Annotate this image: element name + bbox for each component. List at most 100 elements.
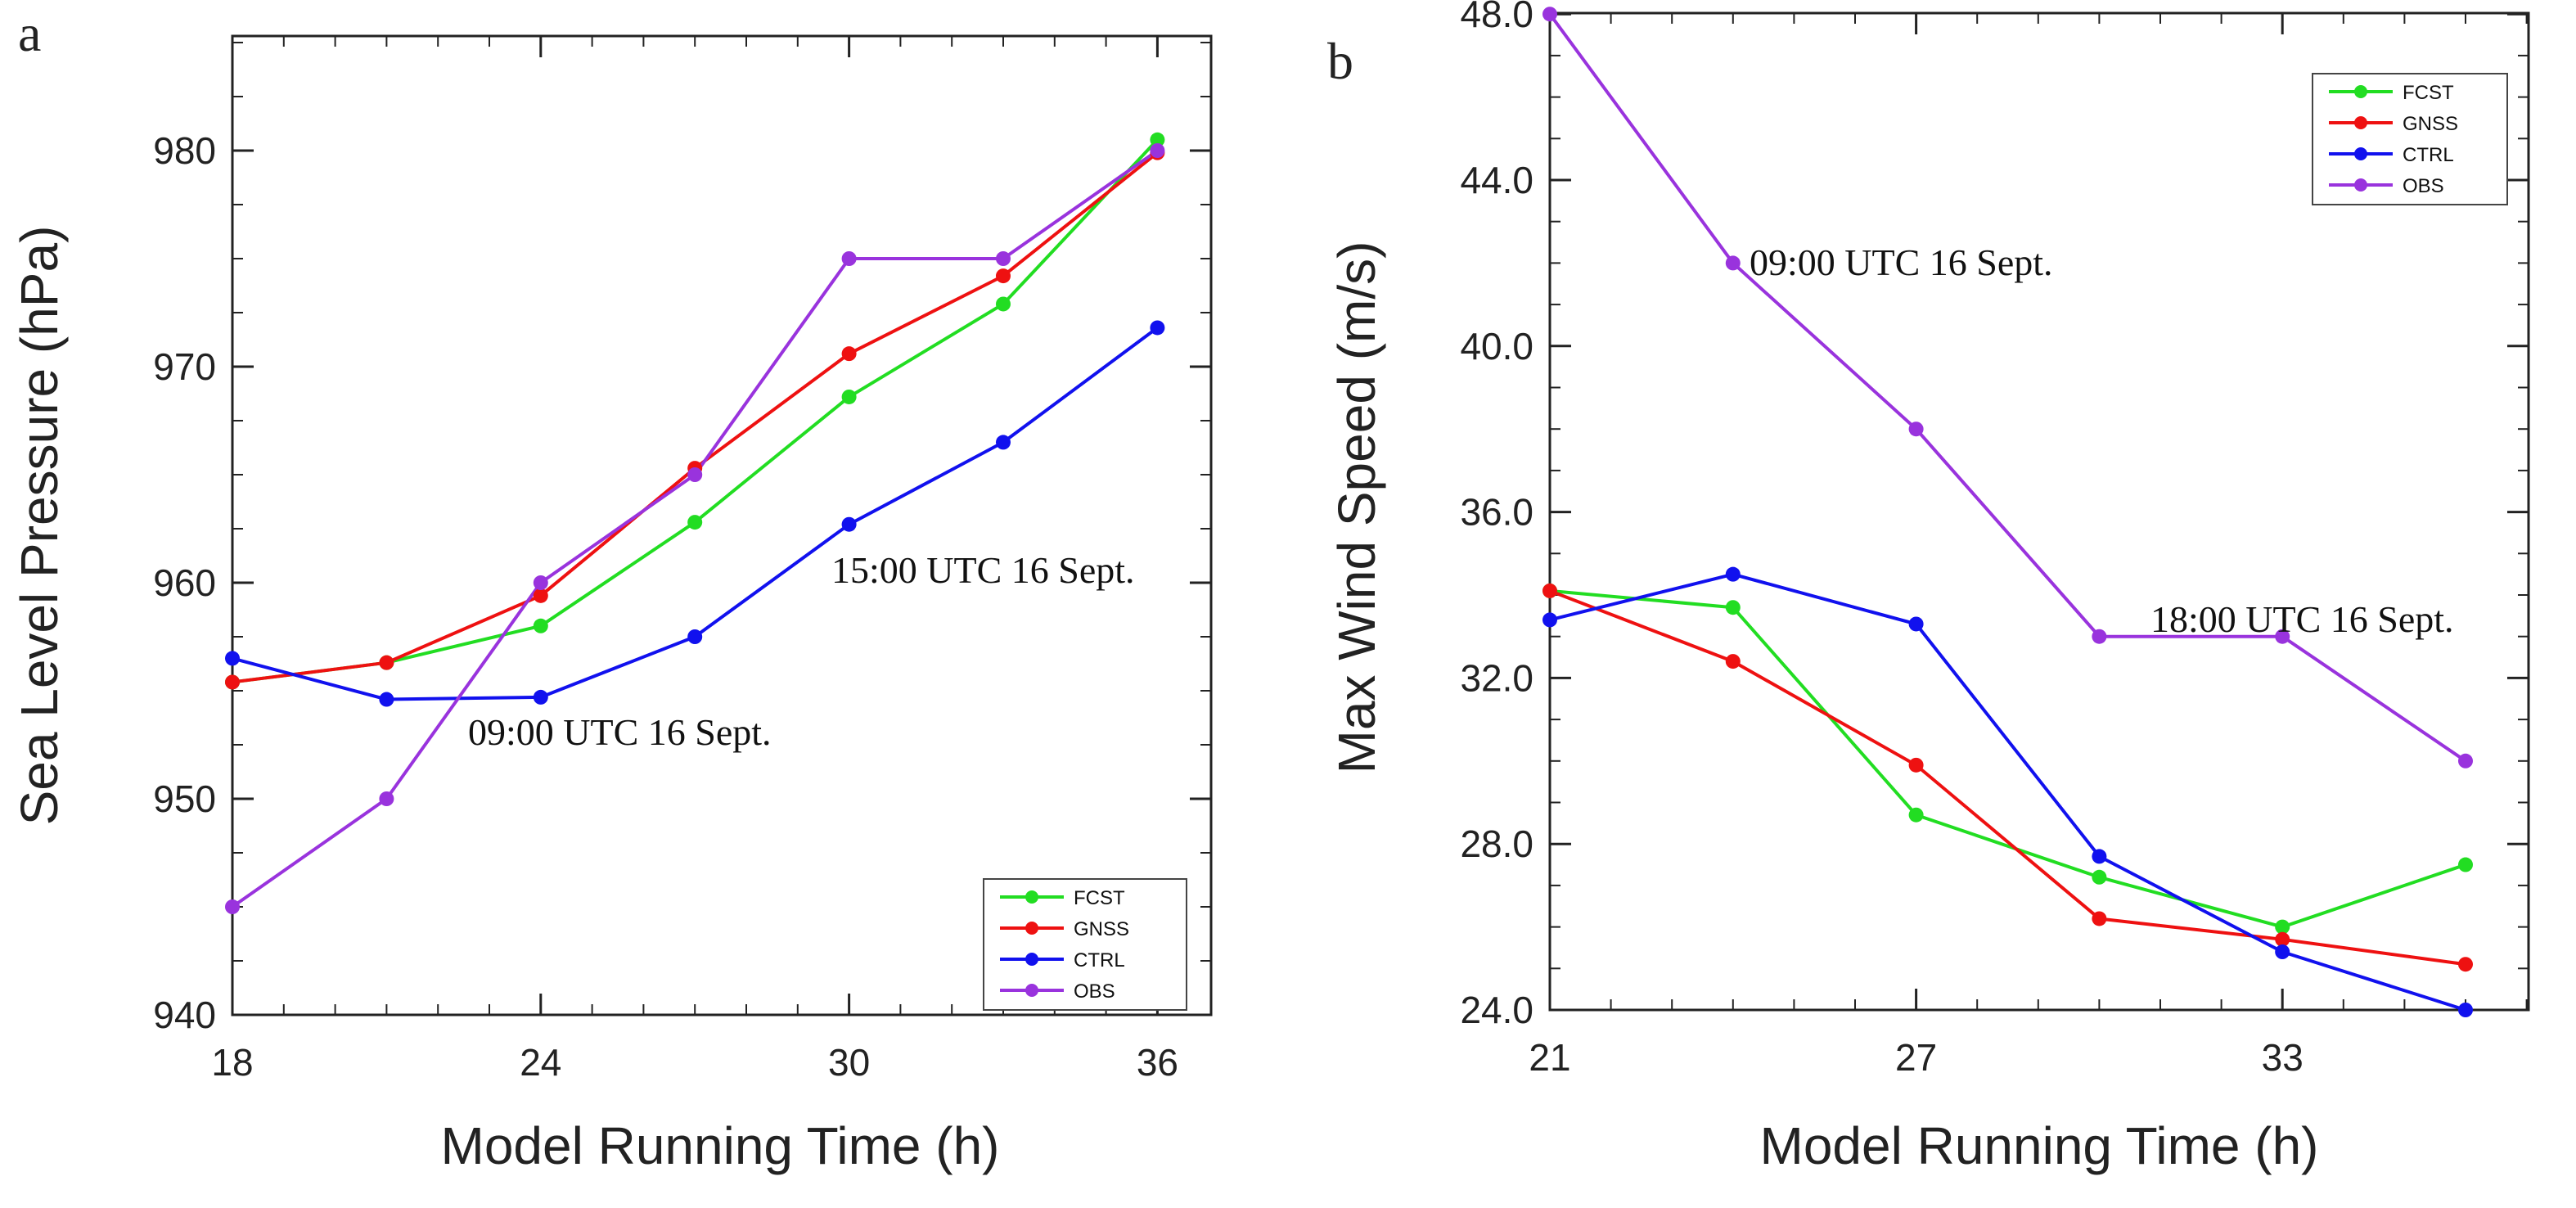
panel-b-fcst-point bbox=[1908, 807, 1924, 823]
panel-b-obs-point bbox=[2275, 629, 2290, 644]
panel-b-ytick-label: 48.0 bbox=[1460, 0, 1533, 35]
panel-b-series-points bbox=[1542, 7, 2473, 1017]
panel-b-label: b bbox=[1327, 32, 1353, 90]
panel-b-legend: FCST GNSS CTRL OBS bbox=[2312, 73, 2508, 205]
panel-a-obs-point bbox=[687, 467, 703, 482]
panel-a-gnss-point bbox=[225, 674, 240, 690]
panel-b-ytick-label: 32.0 bbox=[1460, 656, 1533, 699]
panel-a-xtick-label: 18 bbox=[211, 1041, 253, 1084]
panel-b-obs-point bbox=[1725, 255, 1741, 271]
panel-b-ctrl-point bbox=[1725, 566, 1741, 582]
panel-b-annotation-0900: 09:00 UTC 16 Sept. bbox=[1750, 241, 2053, 283]
panel-a-obs-point bbox=[533, 575, 548, 590]
panel-a-fcst-point bbox=[687, 515, 703, 530]
panel-a-label: a bbox=[18, 4, 41, 62]
panel-a-ctrl-point bbox=[533, 689, 548, 705]
panel-b-annotation-1800: 18:00 UTC 16 Sept. bbox=[2150, 598, 2454, 640]
panel-b-gnss-point bbox=[1908, 757, 1924, 773]
panel-a-legend-box bbox=[983, 878, 1187, 1011]
panel-b-gnss-point bbox=[2458, 957, 2473, 972]
panel-a-plot-frame bbox=[231, 34, 1213, 1016]
panel-b-series-lines bbox=[1548, 13, 2467, 1012]
panel-b-fcst-point bbox=[2275, 919, 2290, 935]
panel-a-ctrl-point bbox=[841, 516, 857, 532]
panel-a-obs-point bbox=[996, 251, 1011, 266]
panel-b-obs-point bbox=[1908, 421, 1924, 437]
panel-a-fcst-line bbox=[232, 138, 1159, 684]
panel-a-series-points bbox=[225, 132, 1165, 914]
panel-b-gnss-point bbox=[2092, 911, 2107, 926]
panel-b-ctrl-point bbox=[1542, 612, 1557, 628]
panel-a-legend-ctrl-label: CTRL bbox=[1074, 949, 1125, 971]
panel-a-ctrl-point bbox=[379, 692, 394, 707]
panel-a-ctrl-point bbox=[1150, 320, 1165, 336]
panel-b-ctrl-line bbox=[1549, 572, 2466, 1012]
panel-a-x-axis-label: Model Running Time (h) bbox=[441, 1116, 1000, 1175]
panel-a-legend-ctrl-swatch-marker bbox=[1025, 953, 1038, 966]
panel-a-x-tick-labels: 18 24 30 36 bbox=[211, 1041, 1178, 1084]
panel-b-gnss-line bbox=[1549, 589, 2466, 967]
panel-b-fcst-line bbox=[1549, 588, 2466, 929]
panel-b-x-tick-labels: 21 27 33 bbox=[1529, 1036, 2303, 1079]
panel-b-fcst-point bbox=[2092, 869, 2107, 885]
panel-b-obs-point bbox=[2092, 629, 2107, 644]
panel-b-legend-fcst-label: FCST bbox=[2403, 82, 2454, 104]
panel-a-legend-obs-label: OBS bbox=[1074, 980, 1115, 1003]
panel-b-fcst-point bbox=[2458, 857, 2473, 872]
panel-b-legend-ctrl-label: CTRL bbox=[2403, 144, 2454, 166]
panel-a-obs-point bbox=[1150, 143, 1165, 158]
panel-a-ctrl-point bbox=[996, 435, 1011, 450]
panel-b-ytick-label: 28.0 bbox=[1460, 823, 1533, 865]
panel-b-xtick-label: 33 bbox=[2262, 1036, 2304, 1079]
panel-a-ctrl-point bbox=[687, 629, 703, 644]
panel-a-y-axis-label: Sea Level Pressure (hPa) bbox=[10, 226, 69, 826]
panel-a-ctrl-point bbox=[225, 651, 240, 666]
panel-b-legend-ctrl-swatch-marker bbox=[2354, 147, 2367, 160]
panel-b-ticks bbox=[1548, 12, 2529, 1012]
panel-b-xtick-label: 27 bbox=[1895, 1036, 1937, 1079]
panel-b-legend-gnss-label: GNSS bbox=[2403, 113, 2458, 135]
panel-b-ytick-label: 40.0 bbox=[1460, 325, 1533, 367]
panel-b-ytick-label: 24.0 bbox=[1460, 989, 1533, 1031]
panel-a-y-tick-labels: 940 950 960 970 980 bbox=[153, 129, 216, 1036]
panel-a-xtick-label: 36 bbox=[1137, 1041, 1178, 1084]
panel-b-xtick-label: 21 bbox=[1529, 1036, 1570, 1079]
panel-a-obs-point bbox=[225, 899, 240, 914]
panel-a-annotation-0900: 09:00 UTC 16 Sept. bbox=[468, 711, 772, 753]
panel-b-legend-obs-swatch-marker bbox=[2354, 178, 2367, 192]
panel-b-gnss-point bbox=[1725, 654, 1741, 669]
panel-b-y-axis-label: Max Wind Speed (m/s) bbox=[1327, 241, 1386, 774]
panel-b-obs-point bbox=[2458, 753, 2473, 769]
panel-a-ytick-label: 950 bbox=[153, 778, 216, 820]
panel-a-legend-fcst-label: FCST bbox=[1074, 887, 1125, 909]
panel-b-gnss-point bbox=[2275, 931, 2290, 947]
panel-a-fcst-point bbox=[533, 618, 548, 633]
panel-b-legend-fcst-swatch-marker bbox=[2354, 85, 2367, 98]
panel-a-xtick-label: 30 bbox=[828, 1041, 870, 1084]
panel-b-gnss-point bbox=[1542, 583, 1557, 598]
panel-b-obs-point bbox=[1542, 7, 1557, 22]
panel-b-x-axis-label: Model Running Time (h) bbox=[1760, 1116, 2319, 1175]
panel-a-xtick-label: 24 bbox=[520, 1041, 561, 1084]
panel-b-legend-obs-label: OBS bbox=[2403, 175, 2444, 197]
panel-a-legend-obs-swatch-marker bbox=[1025, 984, 1038, 997]
panel-a: a 940 950 960 970 980 18 24 30 36 Model Running… bbox=[10, 4, 1213, 1175]
panel-b-ctrl-point bbox=[2458, 1003, 2473, 1017]
panel-a-ytick-label: 980 bbox=[153, 129, 216, 172]
panel-a-obs-point bbox=[379, 791, 394, 806]
panel-b-obs-line bbox=[1548, 13, 2467, 763]
panel-a-annotation-1500: 15:00 UTC 16 Sept. bbox=[831, 549, 1135, 591]
panel-b-ytick-label: 44.0 bbox=[1460, 159, 1533, 201]
panel-a-obs-point bbox=[841, 251, 857, 266]
panel-a-legend-gnss-label: GNSS bbox=[1074, 918, 1129, 940]
panel-b-ctrl-point bbox=[2092, 849, 2107, 864]
panel-a-ticks bbox=[231, 36, 1211, 1016]
panel-a-gnss-point bbox=[533, 588, 548, 603]
panel-b-legend-box bbox=[2312, 73, 2508, 205]
panel-a-fcst-point bbox=[841, 389, 857, 404]
panel-a-legend: FCST GNSS CTRL OBS bbox=[983, 878, 1187, 1011]
panel-a-fcst-point bbox=[996, 296, 1011, 312]
panel-b-ctrl-point bbox=[1908, 616, 1924, 632]
panel-b-legend-gnss-swatch-marker bbox=[2354, 116, 2367, 129]
